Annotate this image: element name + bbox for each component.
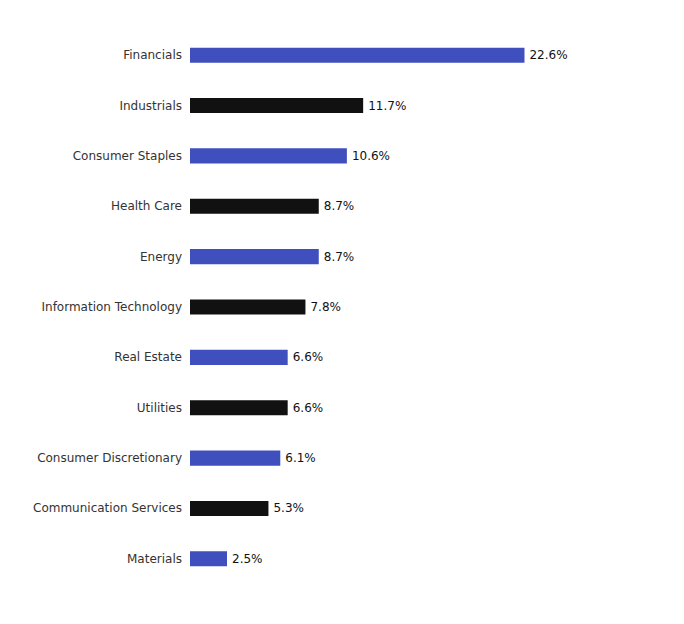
svg-text:6.6%: 6.6% <box>293 350 324 364</box>
svg-text:8.7%: 8.7% <box>324 250 355 264</box>
svg-text:6.1%: 6.1% <box>285 451 316 465</box>
svg-text:Consumer Staples: Consumer Staples <box>73 149 182 163</box>
svg-text:Energy: Energy <box>140 250 182 264</box>
svg-text:Industrials: Industrials <box>119 99 182 113</box>
svg-text:Health Care: Health Care <box>111 199 182 213</box>
svg-text:2.5%: 2.5% <box>232 552 263 566</box>
svg-text:Communication Services: Communication Services <box>33 501 182 515</box>
svg-text:8.7%: 8.7% <box>324 199 355 213</box>
svg-text:22.6%: 22.6% <box>529 48 567 62</box>
svg-text:7.8%: 7.8% <box>310 300 341 314</box>
svg-text:Utilities: Utilities <box>137 401 182 415</box>
svg-text:Materials: Materials <box>127 552 182 566</box>
svg-text:Information Technology: Information Technology <box>42 300 183 314</box>
svg-text:Real Estate: Real Estate <box>114 350 182 364</box>
svg-text:6.6%: 6.6% <box>293 401 324 415</box>
svg-text:Consumer Discretionary: Consumer Discretionary <box>37 451 182 465</box>
svg-text:11.7%: 11.7% <box>368 99 406 113</box>
svg-text:Financials: Financials <box>123 48 182 62</box>
svg-text:5.3%: 5.3% <box>273 501 304 515</box>
svg-text:10.6%: 10.6% <box>352 149 390 163</box>
